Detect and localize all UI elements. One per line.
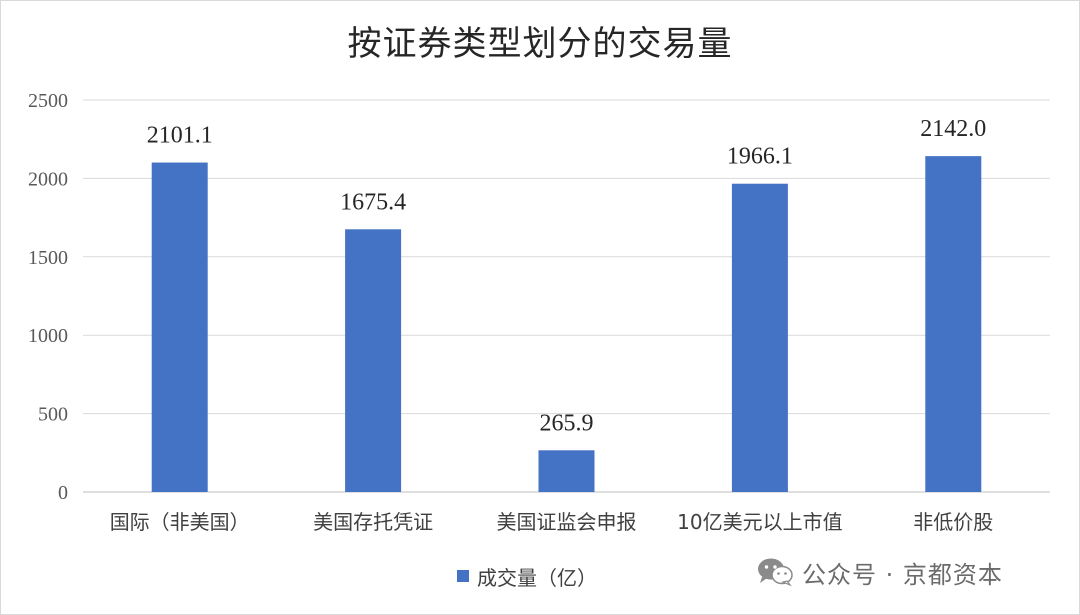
y-tick-label: 0	[58, 482, 68, 504]
x-tick-label: 非低价股	[913, 510, 993, 534]
y-tick-label: 2500	[28, 90, 68, 112]
legend-label: 成交量（亿）	[477, 565, 597, 590]
data-label: 1675.4	[340, 189, 406, 215]
bar	[538, 450, 595, 492]
y-tick-label: 1500	[28, 247, 68, 269]
data-label: 2142.0	[920, 116, 986, 142]
watermark-text: 公众号 · 京都资本	[802, 560, 1003, 589]
y-axis-ticks: 0 500 1000 1500 2000 2500	[28, 90, 68, 504]
y-tick-label: 500	[38, 404, 68, 426]
x-tick-label: 美国证监会申报	[497, 510, 637, 534]
y-tick-label: 1000	[28, 325, 68, 347]
bar	[345, 229, 402, 492]
legend-swatch	[457, 570, 469, 582]
gridlines	[83, 99, 1050, 493]
data-label: 1966.1	[727, 144, 793, 170]
x-tick-label: 国际（非美国）	[110, 510, 250, 534]
wechat-icon	[756, 557, 794, 587]
watermark: 公众号 · 京都资本	[756, 554, 1003, 590]
data-label: 2101.1	[147, 123, 213, 149]
data-labels: 2101.1 1675.4 265.9 1966.1 2142.0	[147, 116, 987, 436]
bars	[151, 156, 982, 492]
chart-title: 按证券类型划分的交易量	[347, 24, 733, 64]
bar	[151, 162, 208, 492]
x-tick-label: 10亿美元以上市值	[677, 510, 842, 534]
x-axis-ticks: 国际（非美国） 美国存托凭证 美国证监会申报 10亿美元以上市值 非低价股	[110, 510, 994, 534]
y-tick-label: 2000	[28, 168, 68, 190]
bar	[925, 156, 982, 492]
data-label: 265.9	[540, 410, 594, 436]
x-tick-label: 美国存托凭证	[313, 510, 433, 534]
bar	[731, 183, 788, 492]
legend: 成交量（亿）	[457, 562, 597, 590]
